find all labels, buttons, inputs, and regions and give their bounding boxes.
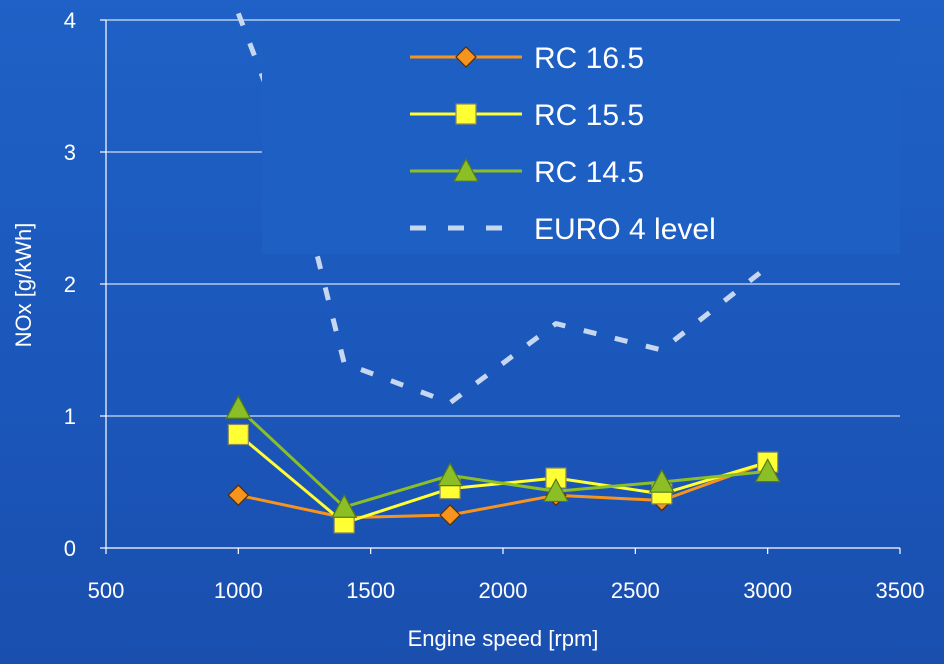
x-tick-label-500: 500 [88, 578, 125, 603]
x-axis-title: Engine speed [rpm] [408, 626, 599, 651]
series-2 [225, 394, 781, 518]
point-2-1 [331, 493, 358, 518]
y-axis-title: NOx [g/kWh] [11, 223, 36, 348]
y-tick-label-4: 4 [64, 8, 76, 33]
y-tick-label-3: 3 [64, 140, 76, 165]
x-tick-label-1500: 1500 [346, 578, 395, 603]
legend: RC 16.5 RC 15.5 RC 14.5 EURO 4 level [262, 22, 900, 254]
point-0-2 [439, 504, 461, 526]
x-tick-label-2000: 2000 [479, 578, 528, 603]
legend-item-1: RC 15.5 [410, 99, 644, 132]
point-2-0 [225, 394, 252, 419]
x-tick-label-2500: 2500 [611, 578, 660, 603]
point-2-5 [754, 458, 781, 483]
legend-label-1: RC 15.5 [534, 99, 644, 132]
legend-label-3: EURO 4 level [534, 213, 716, 246]
point-1-0 [227, 423, 249, 446]
y-tick-label-2: 2 [64, 272, 76, 297]
legend-item-3: EURO 4 level [410, 213, 716, 246]
axes: 0 1 2 3 4 500 1000 1500 2000 2500 3000 3500 [64, 8, 925, 603]
legend-item-0: RC 16.5 [410, 42, 644, 75]
legend-background [262, 22, 900, 254]
y-tick-label-1: 1 [64, 404, 76, 429]
series-0 [227, 451, 779, 529]
series-line-2 [237, 406, 768, 509]
x-tick-label-3500: 3500 [876, 578, 925, 603]
x-tick-label-3000: 3000 [743, 578, 792, 603]
legend-marker-2 [452, 157, 480, 182]
plot-area [225, 12, 781, 534]
legend-marker-1 [455, 103, 477, 125]
point-2-3 [542, 477, 569, 503]
x-tick-label-1000: 1000 [214, 578, 263, 603]
legend-marker-0 [455, 46, 477, 68]
point-2-4 [648, 468, 675, 493]
series-line-0 [238, 460, 769, 520]
legend-label-0: RC 16.5 [534, 42, 644, 75]
legend-label-2: RC 14.5 [534, 156, 644, 189]
point-2-2 [437, 462, 464, 487]
legend-item-2: RC 14.5 [410, 156, 644, 189]
y-tick-label-0: 0 [64, 536, 76, 561]
point-0-0 [227, 484, 250, 507]
